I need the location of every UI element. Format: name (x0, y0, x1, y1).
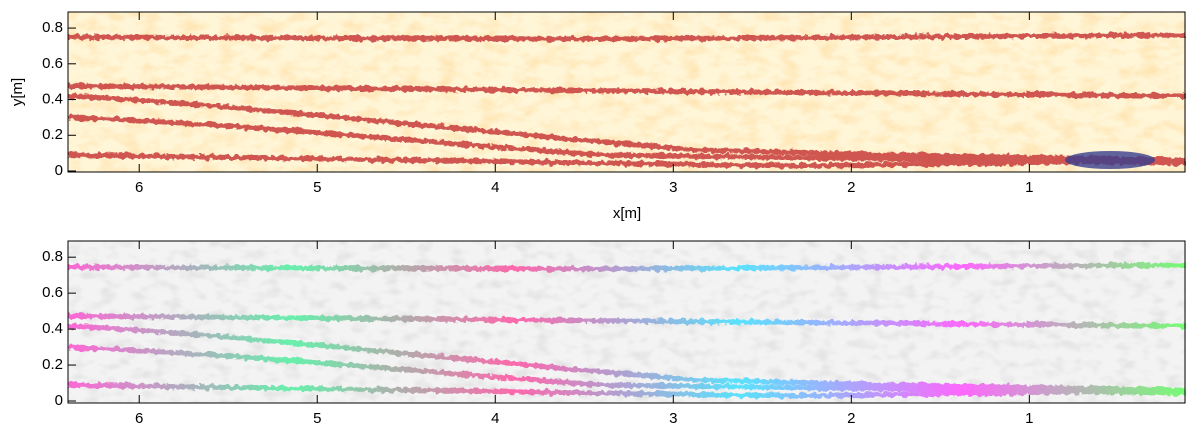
x-tick-label: 5 (313, 179, 321, 196)
x-tick-label: 5 (313, 410, 321, 427)
y-tick-label: 0.4 (42, 320, 63, 337)
y-tick-label: 0.6 (42, 284, 63, 301)
y-tick-label: 0.2 (42, 126, 63, 143)
y-tick-label: 0.8 (42, 248, 63, 265)
x-tick-label: 1 (1025, 410, 1033, 427)
y-tick-label: 0 (55, 392, 63, 409)
y-tick-label: 0.2 (42, 356, 63, 373)
x-tick-label: 6 (135, 179, 143, 196)
x-tick-label: 2 (847, 410, 855, 427)
y-tick-label: 0 (55, 162, 63, 179)
y-axis-label: y[m] (9, 78, 26, 106)
x-tick-label: 1 (1025, 179, 1033, 196)
x-tick-label: 6 (135, 410, 143, 427)
plot-frame (67, 240, 1186, 404)
axes: 6 5 4 3 2 1 0 0.2 0.4 0.6 0.8 x[m] y[m] 6 5 4 3 2 1 0 0.2 0.4… (9, 11, 1186, 427)
x-tick-label: 4 (491, 179, 499, 196)
x-tick-label: 2 (847, 179, 855, 196)
y-tick-label: 0.4 (42, 91, 63, 108)
x-axis-label: x[m] (613, 205, 641, 222)
phase-image (68, 241, 1186, 403)
x-tick-label: 3 (669, 410, 677, 427)
y-tick-label: 0.6 (42, 55, 63, 72)
plot-frame (67, 11, 1186, 173)
heatmap-image (68, 12, 1186, 172)
x-tick-label: 3 (669, 179, 677, 196)
x-tick-label: 4 (491, 410, 499, 427)
y-tick-label: 0.8 (42, 19, 63, 36)
